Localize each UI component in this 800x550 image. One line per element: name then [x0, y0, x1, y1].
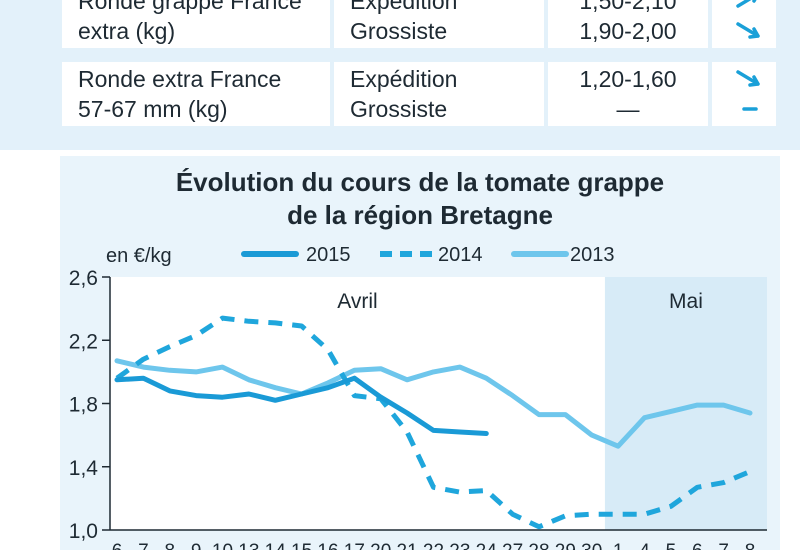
- month-label: Avril: [337, 290, 377, 313]
- x-tick-label: 28: [528, 541, 549, 550]
- x-tick-label: 7: [138, 541, 149, 550]
- x-tick-label: 5: [666, 541, 677, 550]
- x-tick-label: 8: [164, 541, 175, 550]
- x-tick-label: 6: [112, 541, 123, 550]
- x-tick-label: 6: [692, 541, 703, 550]
- x-tick-label: 16: [317, 541, 338, 550]
- chart-title: Évolution du cours de la tomate grappe d…: [60, 166, 780, 232]
- x-tick-label: 8: [745, 541, 756, 550]
- price-cell-line: Ronde grappe France: [78, 0, 302, 14]
- x-tick-label: 7: [718, 541, 729, 550]
- series-line-2014: [115, 315, 751, 530]
- x-tick-label: 14: [265, 541, 287, 550]
- price-cell-trend: [712, 0, 776, 48]
- x-tick-label: 30: [581, 541, 602, 550]
- x-tick-label: 22: [423, 541, 444, 550]
- trend-down-icon: [736, 22, 760, 39]
- trend-up-icon: [736, 0, 757, 8]
- price-cell-price: 1,20-1,60 —: [548, 62, 708, 126]
- x-tick-label: 15: [291, 541, 312, 550]
- x-tick-label: 23: [449, 541, 470, 550]
- series-line-2013: [114, 358, 753, 449]
- x-tick-label: 21: [397, 541, 418, 550]
- price-cell-line: 1,20-1,60: [579, 66, 677, 92]
- price-cell-line: —: [616, 96, 640, 122]
- price-cell-line: Expédition: [350, 66, 458, 92]
- x-tick-label: 4: [639, 541, 650, 550]
- month-label: Mai: [669, 290, 703, 313]
- legend-label: 2014: [438, 244, 483, 266]
- trend-flat-icon: [742, 107, 758, 111]
- price-cell-line: 1,50-2,10: [579, 0, 677, 14]
- price-cell-trend: [712, 62, 776, 126]
- price-cell-line: Expédition: [350, 0, 458, 14]
- price-cell-line: Grossiste: [350, 96, 448, 122]
- month-band-mai: [604, 277, 767, 530]
- price-cell-price: 1,50-2,10 1,90-2,00: [548, 0, 708, 48]
- chart-title-line-1: Évolution du cours de la tomate grappe: [175, 167, 665, 197]
- x-tick-label: 27: [502, 541, 523, 550]
- x-tick-label: 1: [613, 541, 624, 550]
- x-tick-label: 17: [344, 541, 365, 550]
- price-cell-line: 57-67 mm (kg): [78, 96, 228, 122]
- chart-title-line-2: de la région Bretagne: [287, 200, 553, 230]
- price-cell-line: extra (kg): [78, 18, 176, 44]
- price-cell-product: Ronde grappe France extra (kg): [62, 0, 330, 48]
- y-tick-label: 1,8: [69, 394, 98, 417]
- series-line-2015: [114, 375, 489, 436]
- y-axis-label: en €/kg: [106, 245, 172, 267]
- x-tick-label: 29: [555, 541, 576, 550]
- price-cell-line: Ronde extra France: [78, 66, 282, 92]
- y-tick-label: 2,2: [69, 330, 98, 353]
- price-cell-product: Ronde extra France 57-67 mm (kg): [62, 62, 330, 126]
- price-cell-stage: Expédition Grossiste: [334, 62, 544, 126]
- x-tick-label: 20: [370, 541, 391, 550]
- legend-label: 2013: [570, 244, 615, 266]
- trend-down-icon: [736, 70, 760, 87]
- price-cell-line: 1,90-2,00: [579, 18, 677, 44]
- x-tick-label: 10: [212, 541, 233, 550]
- price-cell-stage: Expédition Grossiste: [334, 0, 544, 48]
- y-tick-label: 2,6: [69, 267, 98, 290]
- x-tick-label: 13: [238, 541, 259, 550]
- x-tick-label: 24: [476, 541, 498, 550]
- x-tick-label: 9: [191, 541, 202, 550]
- price-cell-line: Grossiste: [350, 18, 448, 44]
- y-tick-label: 1,4: [69, 457, 99, 480]
- legend-label: 2015: [306, 244, 351, 266]
- y-tick-label: 1,0: [69, 520, 98, 543]
